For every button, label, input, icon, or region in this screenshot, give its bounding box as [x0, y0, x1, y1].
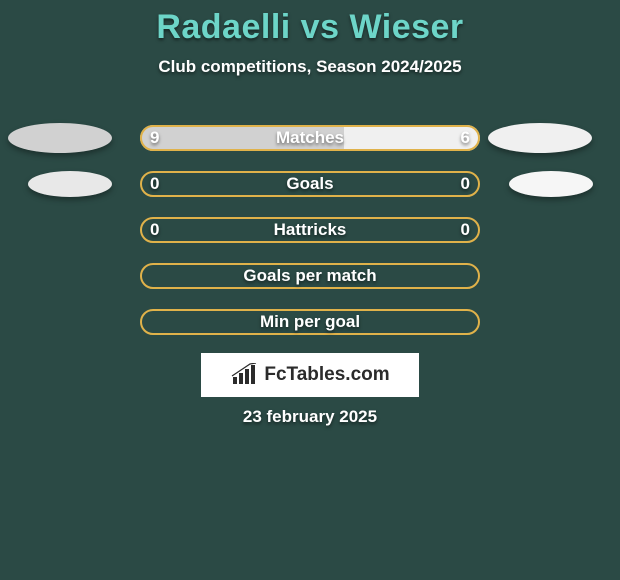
- player-right-marker: [509, 171, 593, 197]
- stat-row: Goals00: [0, 168, 620, 214]
- stat-bar-border: [140, 171, 480, 197]
- stat-value-right: 6: [461, 125, 470, 151]
- stat-bar-track: [140, 263, 480, 289]
- stat-row: Min per goal: [0, 306, 620, 352]
- logo-chart-icon: [230, 363, 258, 387]
- player-right-name: Wieser: [349, 8, 463, 46]
- stats-container: Matches96Goals00Hattricks00Goals per mat…: [0, 122, 620, 352]
- stat-value-left: 0: [150, 171, 159, 197]
- stat-bar-border: [140, 217, 480, 243]
- logo-text: FcTables.com: [264, 364, 389, 386]
- stat-bar-border: [140, 263, 480, 289]
- stat-value-left: 9: [150, 125, 159, 151]
- player-left-name: Radaelli: [156, 8, 290, 46]
- stat-bar-track: [140, 217, 480, 243]
- player-right-marker: [488, 123, 592, 153]
- stat-row: Hattricks00: [0, 214, 620, 260]
- page-title: Radaelli vs Wieser: [0, 0, 620, 47]
- vs-separator: vs: [301, 8, 340, 46]
- stat-value-right: 0: [461, 171, 470, 197]
- subtitle: Club competitions, Season 2024/2025: [0, 57, 620, 77]
- stat-row: Goals per match: [0, 260, 620, 306]
- stat-bar-border: [140, 309, 480, 335]
- player-left-marker: [8, 123, 112, 153]
- stat-bar-track: [140, 125, 480, 151]
- stat-bar-border: [140, 125, 480, 151]
- stat-value-right: 0: [461, 217, 470, 243]
- stat-bar-track: [140, 171, 480, 197]
- stat-row: Matches96: [0, 122, 620, 168]
- fctables-logo: FcTables.com: [201, 353, 419, 397]
- snapshot-date: 23 february 2025: [0, 407, 620, 427]
- stat-value-left: 0: [150, 217, 159, 243]
- stat-bar-track: [140, 309, 480, 335]
- player-left-marker: [28, 171, 112, 197]
